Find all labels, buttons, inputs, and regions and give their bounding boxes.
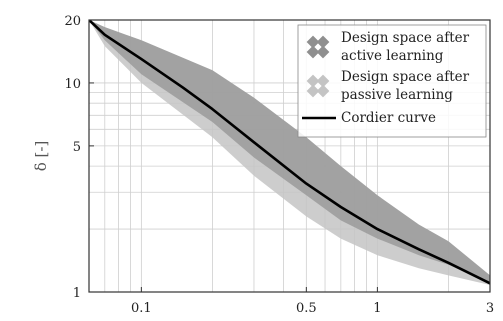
plot-frame <box>88 19 491 293</box>
legend-swatch-diamond <box>306 74 320 88</box>
y-tick-label: 1 <box>73 286 81 301</box>
x-tick-label: 0.1 <box>131 301 152 316</box>
legend-swatch-diamond <box>316 74 330 88</box>
y-tick-label: 5 <box>73 140 81 155</box>
legend-swatch-diamond <box>306 35 320 49</box>
y-axis-label: δ [-] <box>32 141 50 172</box>
legend-label: Cordier curve <box>341 110 436 126</box>
legend-swatch-diamond <box>316 45 330 59</box>
legend-label: Design space after <box>341 69 470 85</box>
y-tick-label: 10 <box>64 77 81 92</box>
y-tick-label: 20 <box>64 14 81 29</box>
legend-label: active learning <box>341 48 444 64</box>
x-tick-label: 1 <box>373 301 381 316</box>
x-tick-label: 3 <box>486 301 494 316</box>
legend-swatch-diamond <box>316 84 330 98</box>
legend-passive-swatch <box>306 74 330 98</box>
legend-swatch-diamond <box>306 84 320 98</box>
legend-swatch-diamond <box>316 35 330 49</box>
legend-label: passive learning <box>341 87 453 103</box>
legend-label: Design space after <box>341 30 470 46</box>
legend: Design space after active learning Design … <box>297 24 487 138</box>
legend-active-swatch <box>306 35 330 59</box>
cordier-curve-group <box>89 20 490 285</box>
design-space-bands <box>89 20 490 285</box>
axis-ticks: 0.1 0.5 1 3 1 5 10 20 <box>64 14 494 316</box>
cordier-curve-line <box>89 20 490 285</box>
active-learning-band <box>89 20 490 284</box>
x-tick-label: 0.5 <box>296 301 317 316</box>
legend-swatch-diamond <box>306 45 320 59</box>
